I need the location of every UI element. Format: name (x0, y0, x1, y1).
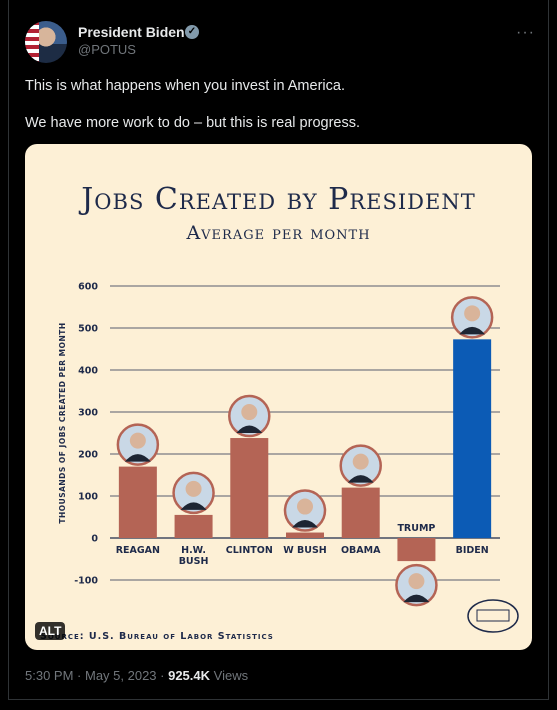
portrait-suit-icon (347, 475, 374, 483)
portrait-face-icon (241, 404, 258, 421)
author-handle[interactable]: @POTUS (78, 42, 136, 57)
tweet-meta: 5:30 PM · May 5, 2023 · 925.4K Views (25, 668, 249, 683)
y-tick-label: 0 (91, 534, 98, 545)
divider (8, 699, 549, 700)
author-avatar[interactable] (25, 21, 67, 63)
bar (286, 532, 324, 538)
portrait-suit-icon (124, 454, 151, 462)
white-house-seal-icon (467, 599, 519, 633)
y-axis-label: THOUSANDS OF JOBS CREATED PER MONTH (58, 322, 67, 523)
portrait-suit-icon (403, 594, 430, 603)
x-tick-label: BIDEN (456, 545, 489, 556)
x-tick-label: OBAMA (341, 545, 381, 556)
portrait-face-icon (297, 498, 313, 515)
tweet-date[interactable]: May 5, 2023 (84, 668, 157, 683)
x-tick-label: W BUSH (283, 545, 327, 556)
bar (397, 538, 436, 562)
y-tick-label: 300 (78, 408, 98, 419)
portrait-suit-icon (292, 520, 318, 528)
chart-source: Source: U.S. Bureau of Labor Statistics (40, 631, 274, 642)
white-house-building-icon (476, 609, 510, 622)
portrait-suit-icon (236, 425, 263, 434)
y-tick-label: 600 (78, 282, 98, 293)
portrait-face-icon (464, 305, 481, 322)
portrait-face-icon (352, 453, 369, 470)
bar (118, 466, 157, 538)
portrait-face-icon (185, 480, 202, 497)
bar (174, 514, 213, 538)
more-dots-icon[interactable]: ··· (516, 24, 535, 41)
chart-subtitle: Average per month (186, 222, 371, 244)
author-name[interactable]: President Biden (78, 24, 185, 40)
tweet-text-line-2: We have more work to do – but this is re… (25, 115, 360, 131)
x-tick-label: H.W. (181, 545, 206, 556)
bar (230, 438, 269, 538)
portrait-face-icon (129, 432, 146, 449)
y-tick-label: 500 (78, 324, 98, 335)
alt-text-button[interactable]: ALT (35, 622, 66, 640)
tweet-image[interactable]: Jobs Created by President Average per mo… (25, 144, 532, 650)
y-tick-label: 400 (78, 366, 98, 377)
bar (453, 339, 492, 538)
verified-badge-icon[interactable]: ✓ (185, 25, 199, 39)
x-tick-label: REAGAN (116, 545, 160, 556)
y-tick-label: 200 (78, 450, 98, 461)
x-tick-label: BUSH (179, 556, 209, 567)
tweet-text-line-1: This is what happens when you invest in … (25, 78, 345, 94)
x-tick-label: CLINTON (226, 545, 273, 556)
tweet-time[interactable]: 5:30 PM (25, 668, 74, 683)
portrait-face-icon (408, 573, 425, 590)
chart-title: Jobs Created by President (81, 182, 476, 217)
x-tick-label: TRUMP (397, 523, 435, 534)
portrait-suit-icon (459, 326, 486, 335)
bar-chart: -100 0 100 200 300 400 500 600 THOUSANDS OF JOBS… (58, 282, 519, 633)
bar (341, 487, 380, 538)
y-tick-label: -100 (74, 576, 98, 587)
portrait-suit-icon (180, 502, 207, 510)
views-count: 925.4K (168, 668, 211, 683)
y-tick-label: 100 (78, 492, 98, 503)
tweet-container (8, 0, 549, 700)
views-label: Views (213, 668, 249, 683)
